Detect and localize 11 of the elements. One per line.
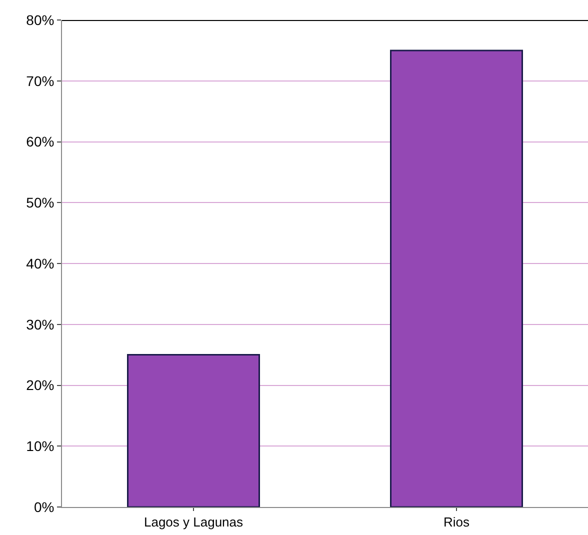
x-tick-label: Rios <box>443 514 470 530</box>
y-tick-label: 60% <box>26 134 54 150</box>
y-tick-label: 70% <box>26 72 54 89</box>
y-tick-label: 20% <box>26 377 54 394</box>
x-tick-label: Lagos y Lagunas <box>144 514 244 530</box>
y-tick-label: 50% <box>26 194 54 211</box>
y-tick-label: 10% <box>26 438 54 454</box>
y-tick-label: 30% <box>26 316 54 332</box>
y-tick-label: 0% <box>34 498 54 515</box>
y-tick-label: 80% <box>26 12 54 28</box>
y-tick-label: 40% <box>26 255 54 272</box>
